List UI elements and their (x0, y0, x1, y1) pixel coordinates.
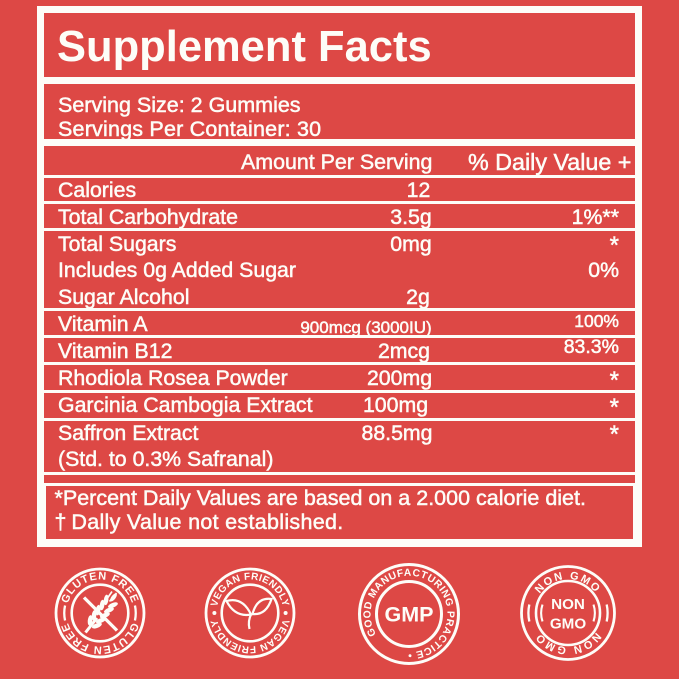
svg-text:VEGAN FRIENDLY: VEGAN FRIENDLY (209, 618, 291, 655)
svg-text:GLUTEN FREE: GLUTEN FREE (59, 570, 140, 605)
svg-text:VEGAN FRIENDLY: VEGAN FRIENDLY (209, 571, 291, 608)
svg-text:GMO: GMO (549, 616, 585, 633)
svg-text:GMP: GMP (384, 602, 433, 626)
svg-text:NON: NON (551, 596, 585, 613)
